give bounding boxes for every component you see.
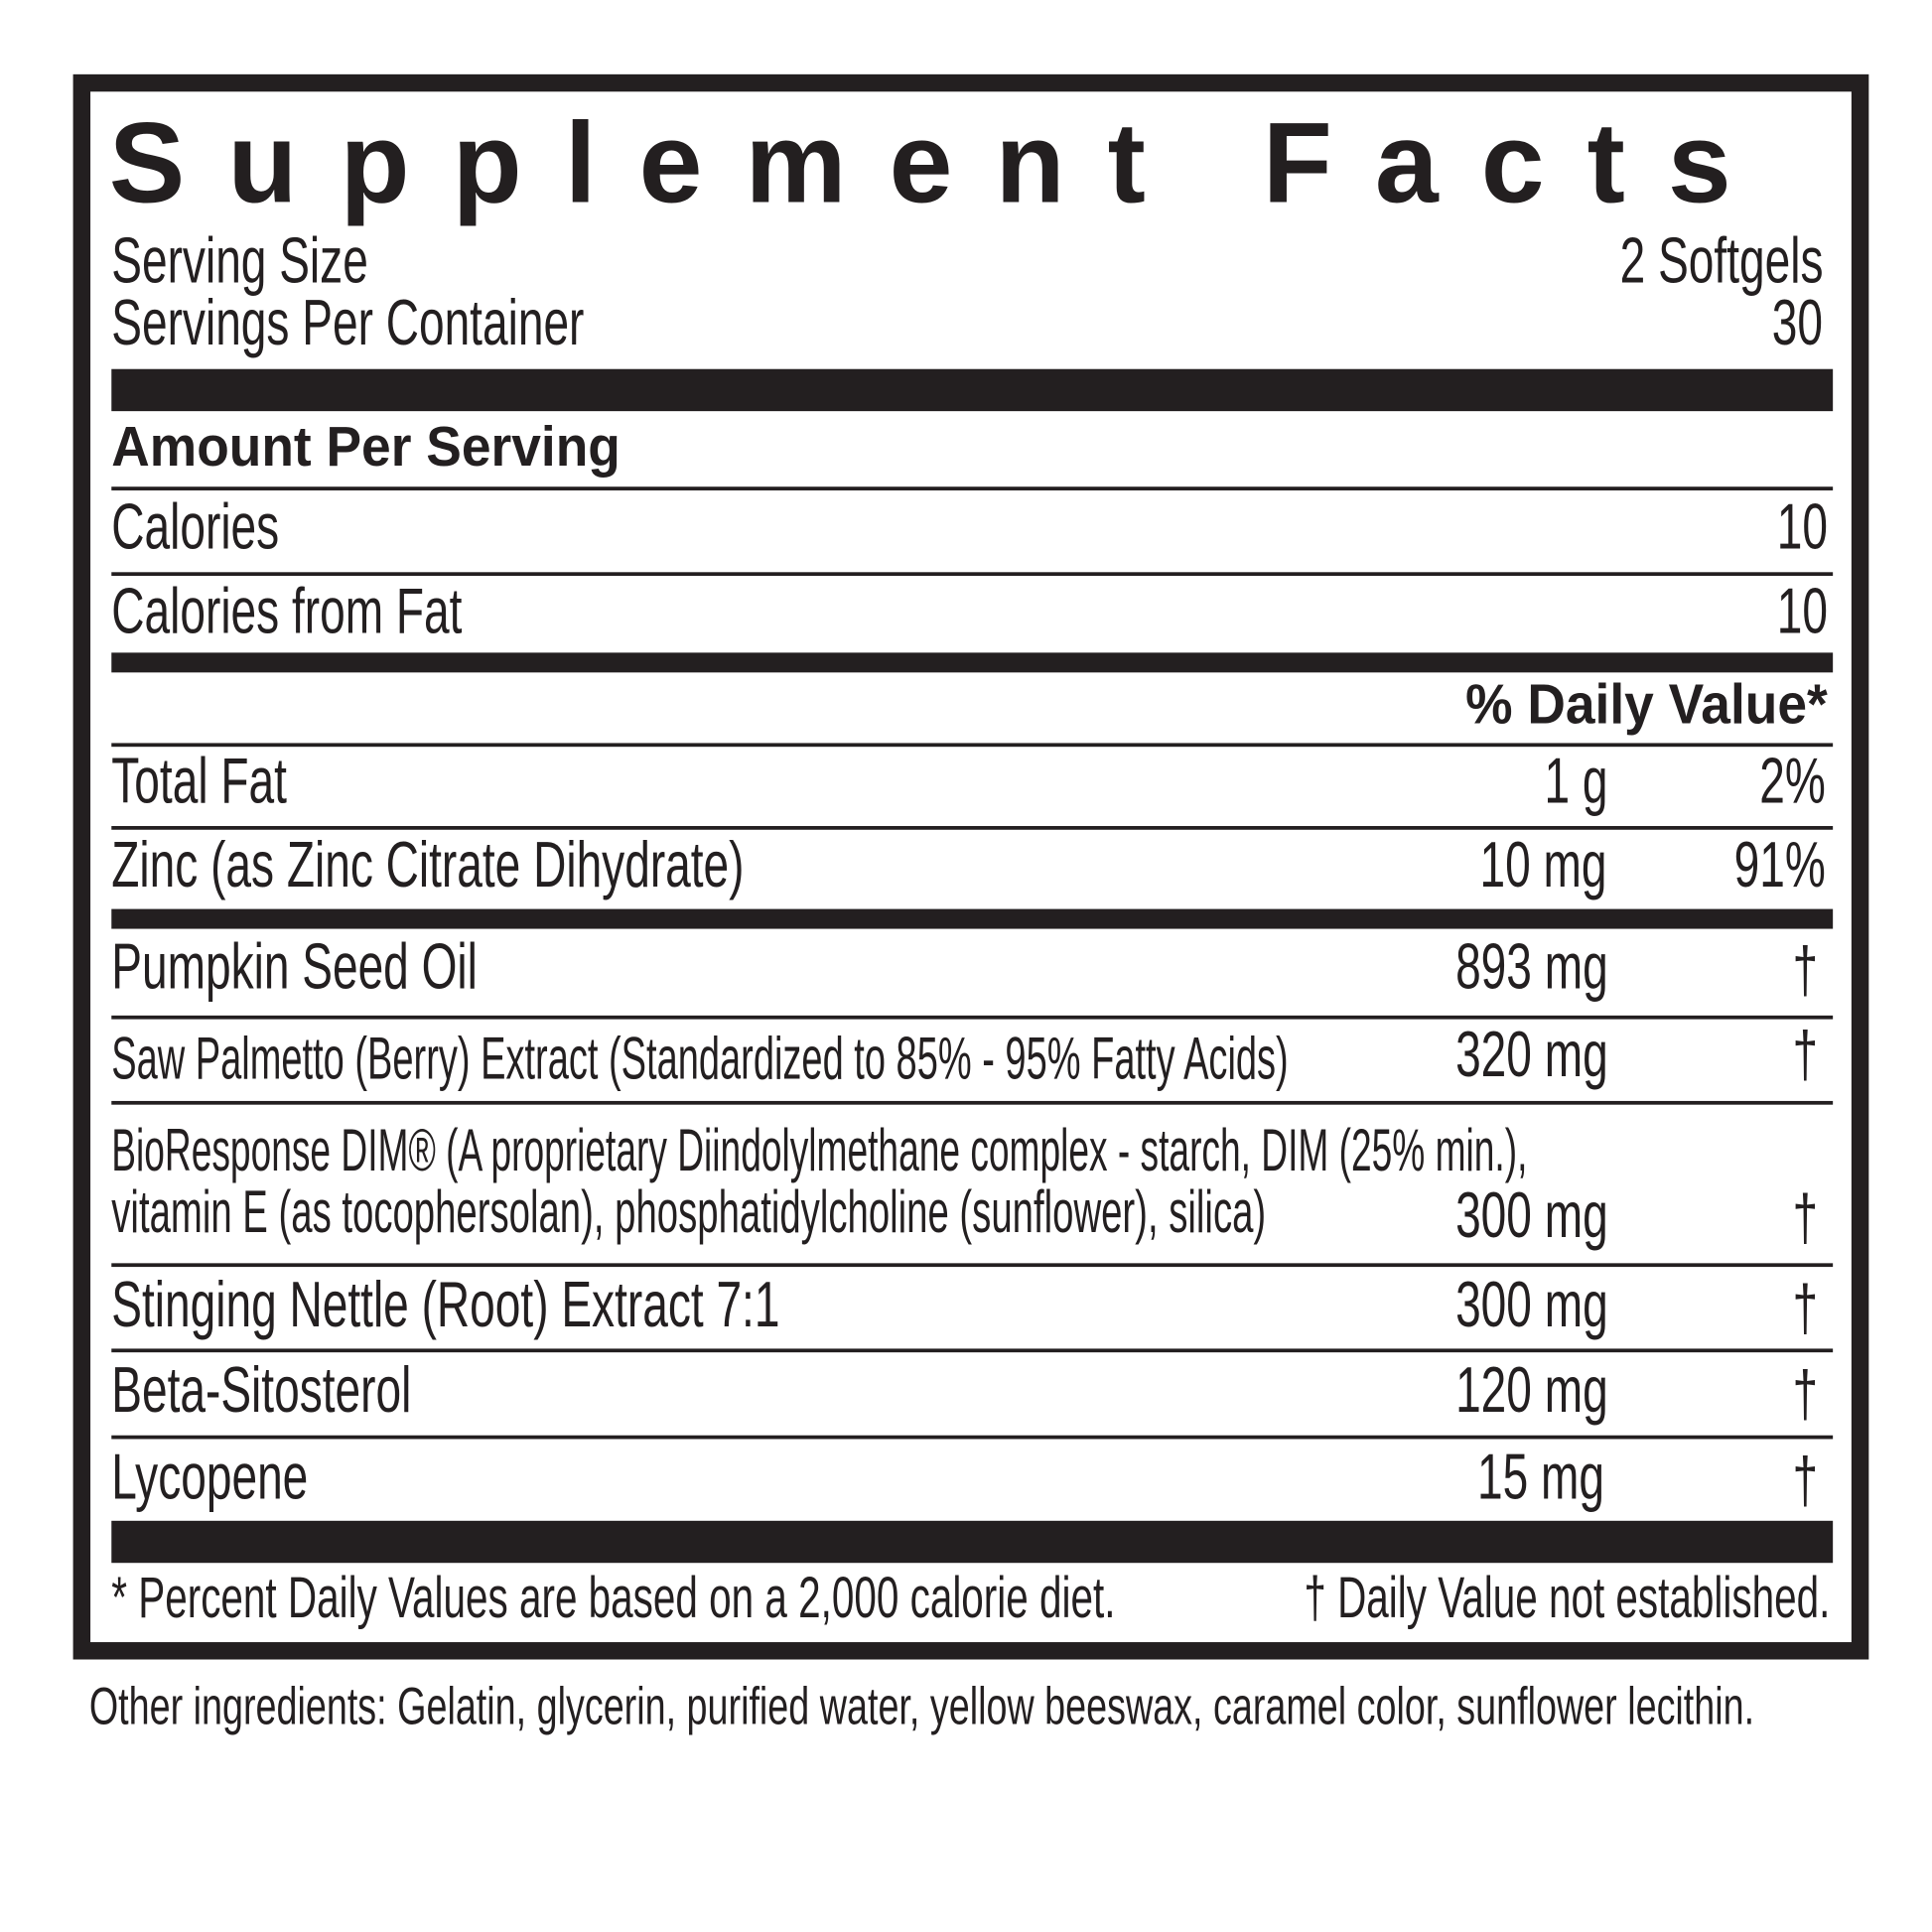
divider	[111, 1100, 1834, 1105]
nutrient-dv: 2%	[1759, 745, 1826, 818]
daily-value-header: % Daily Value*	[1465, 672, 1829, 736]
dagger-mark: †	[1792, 1273, 1819, 1345]
calories-from-fat-label: Calories from Fat	[111, 576, 463, 648]
divider	[111, 1348, 1834, 1353]
calories-value: 10	[1776, 491, 1829, 564]
dagger-mark: †	[1792, 934, 1819, 1008]
divider-thick	[111, 368, 1834, 412]
amount-per-serving-heading: Amount Per Serving	[111, 414, 621, 479]
ingredient-name: Saw Palmetto (Berry) Extract (Standardiz…	[111, 1027, 1289, 1093]
divider	[111, 572, 1834, 577]
serving-size-value: 2 Softgels	[1619, 225, 1824, 298]
ingredient-amount: 120 mg	[1454, 1354, 1608, 1428]
other-ingredients: Other ingredients: Gelatin, glycerin, pu…	[88, 1676, 1755, 1735]
ingredient-name: Pumpkin Seed Oil	[111, 931, 478, 1004]
calories-label: Calories	[111, 491, 280, 564]
dagger-mark: †	[1792, 1358, 1819, 1431]
divider	[111, 1263, 1834, 1268]
ingredient-name: Beta-Sitosterol	[111, 1354, 412, 1428]
ingredient-name: Stinging Nettle (Root) Extract 7:1	[111, 1269, 780, 1341]
servings-per-container-value: 30	[1771, 287, 1824, 359]
ingredient-name-line1: BioResponse DIM® (A proprietary Diindoly…	[111, 1118, 1528, 1184]
ingredient-amount: 320 mg	[1454, 1019, 1608, 1091]
ingredient-amount: 15 mg	[1477, 1441, 1605, 1514]
dagger-mark: †	[1792, 1019, 1819, 1091]
nutrient-amount: 10 mg	[1480, 829, 1608, 902]
dagger-mark: †	[1792, 1445, 1819, 1518]
divider	[111, 826, 1834, 830]
nutrient-dv: 91%	[1733, 829, 1826, 902]
nutrient-name: Zinc (as Zinc Citrate Dihydrate)	[111, 829, 745, 902]
divider	[111, 486, 1834, 490]
panel-title: Supplement Facts	[108, 100, 1774, 227]
dagger-footnote: † Daily Value not established.	[1304, 1564, 1831, 1630]
ingredient-name-line2: vitamin E (as tocophersolan), phosphatid…	[111, 1179, 1267, 1246]
calories-from-fat-value: 10	[1776, 576, 1829, 648]
divider	[111, 743, 1834, 748]
supplement-facts-panel	[72, 73, 1869, 1660]
ingredient-amount: 300 mg	[1454, 1269, 1608, 1341]
ingredient-amount: 300 mg	[1454, 1179, 1608, 1253]
ingredient-name: Lycopene	[111, 1441, 309, 1514]
divider-medium	[111, 908, 1834, 929]
divider-thick	[111, 1520, 1834, 1564]
nutrient-name: Total Fat	[111, 745, 287, 818]
divider-medium	[111, 652, 1834, 673]
percent-daily-value-footnote: * Percent Daily Values are based on a 2,…	[111, 1564, 1116, 1630]
servings-per-container-label: Servings Per Container	[111, 287, 585, 359]
divider	[111, 1015, 1834, 1020]
ingredient-amount: 893 mg	[1454, 931, 1608, 1004]
divider	[111, 1435, 1834, 1440]
nutrient-amount: 1 g	[1544, 745, 1608, 818]
serving-size-label: Serving Size	[111, 225, 368, 298]
dagger-mark: †	[1792, 1182, 1819, 1255]
